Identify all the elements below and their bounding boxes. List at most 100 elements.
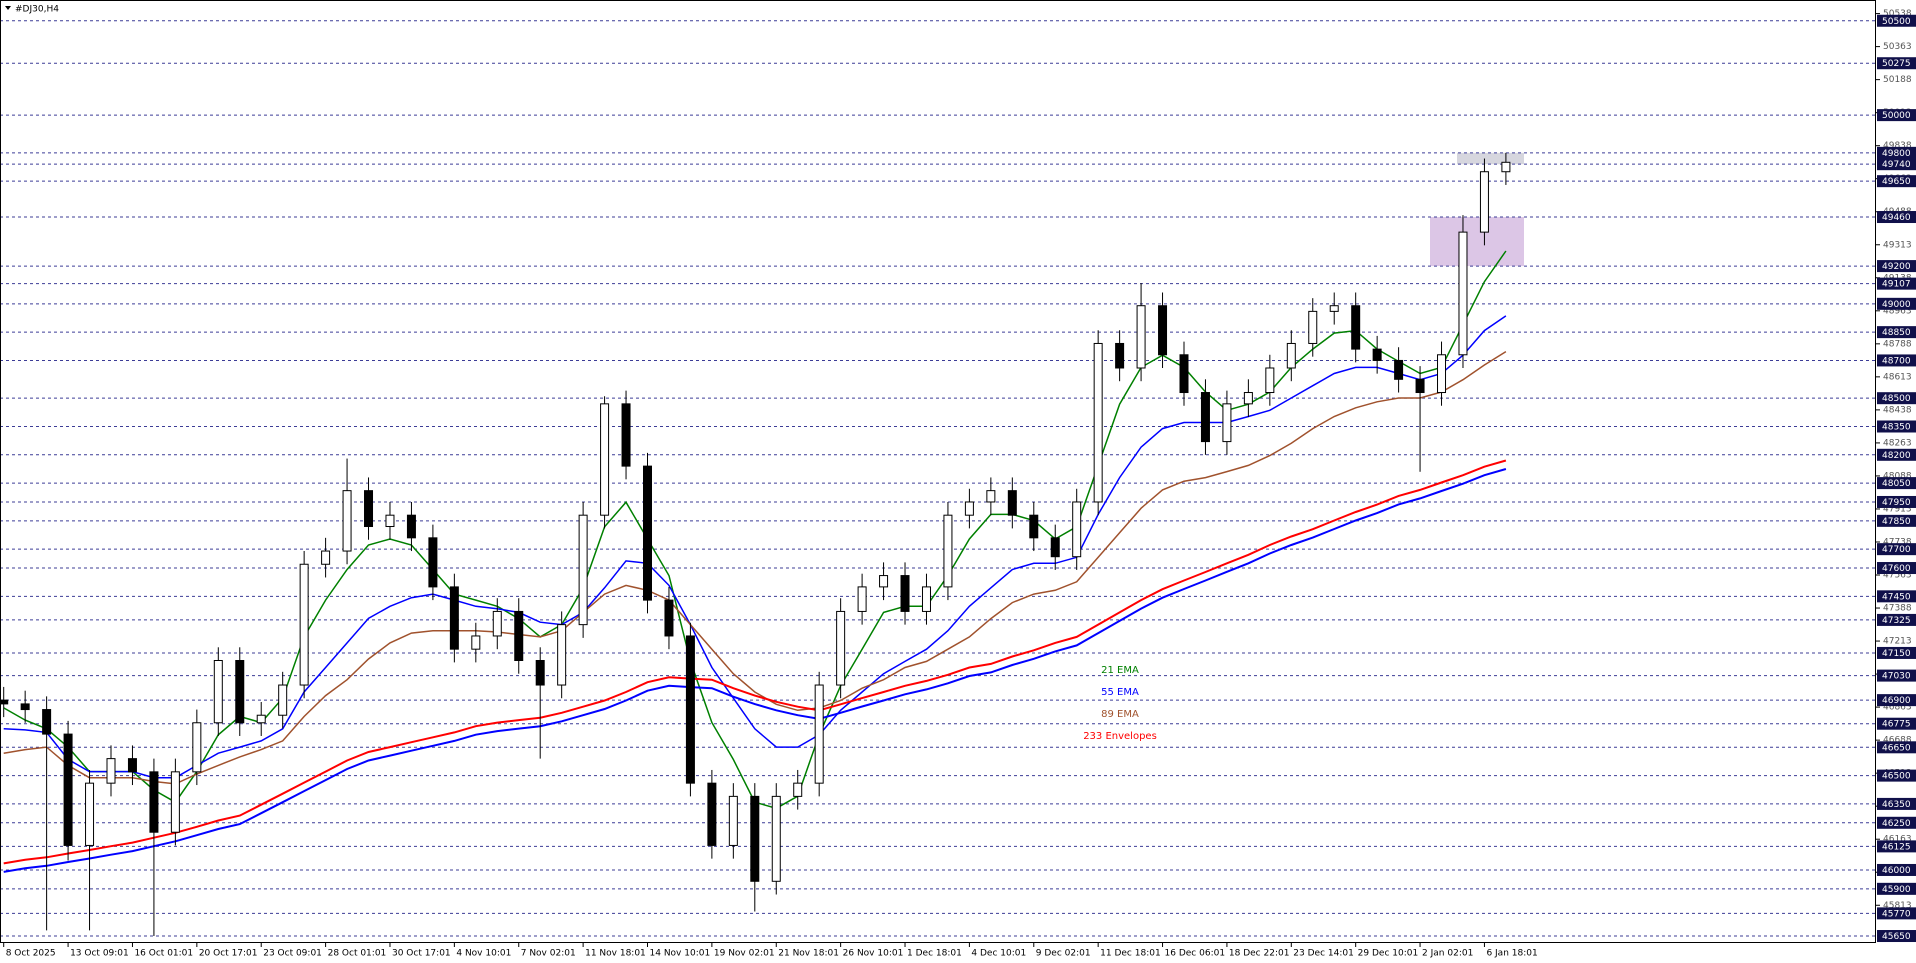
y-tick-label: 50188 — [1883, 75, 1912, 85]
level-box — [1877, 741, 1916, 754]
candle-body — [1179, 354, 1189, 394]
candle-body — [1222, 403, 1232, 443]
candle-body — [235, 659, 245, 724]
level-label: 47700 — [1882, 545, 1911, 555]
y-tick-label: 47563 — [1883, 571, 1912, 581]
x-tick-label: 4 Nov 10:01 — [456, 949, 511, 959]
level-label: 50500 — [1882, 17, 1911, 27]
zone — [1430, 217, 1524, 267]
candle-body — [921, 586, 931, 612]
level-label: 47950 — [1882, 498, 1911, 508]
x-tick-label: 1 Dec 18:01 — [907, 949, 962, 959]
candle-body — [192, 722, 202, 773]
candle-body — [1158, 305, 1168, 356]
candle-body — [1372, 348, 1382, 361]
level-label: 45900 — [1882, 885, 1911, 895]
candle-body — [127, 758, 137, 773]
level-box — [1877, 211, 1916, 224]
level-box — [1877, 277, 1916, 290]
x-tick-label: 9 Dec 02:01 — [1036, 949, 1091, 959]
level-label: 45650 — [1882, 932, 1911, 942]
x-tick-label: 21 Nov 18:01 — [778, 949, 839, 959]
candle-body — [557, 624, 567, 686]
level-box — [1877, 562, 1916, 575]
candle-body — [385, 514, 395, 528]
level-box — [1877, 863, 1916, 876]
candle-body — [1115, 342, 1125, 369]
candle-body — [20, 703, 30, 711]
y-tick-label: 48263 — [1883, 438, 1912, 448]
level-label: 45770 — [1882, 909, 1911, 919]
level-label: 46125 — [1882, 842, 1911, 852]
level-box — [1877, 175, 1916, 188]
level-label: 46350 — [1882, 800, 1911, 810]
candle-body — [814, 684, 824, 784]
level-label: 49000 — [1882, 300, 1911, 310]
level-box — [1877, 797, 1916, 810]
candle-body — [964, 501, 974, 516]
candle-body — [149, 771, 159, 833]
level-label: 47450 — [1882, 592, 1911, 602]
y-tick-label: 50538 — [1883, 9, 1912, 19]
level-box — [1877, 907, 1916, 920]
candle-body — [750, 795, 760, 882]
candle-body — [85, 782, 95, 846]
candle-body — [836, 610, 846, 686]
candle-body — [600, 403, 610, 516]
level-box — [1877, 146, 1916, 159]
candle-body — [170, 771, 180, 833]
level-label: 46775 — [1882, 720, 1911, 730]
x-tick-label: 20 Oct 17:01 — [199, 949, 258, 959]
y-tick-label: 47913 — [1883, 504, 1912, 514]
candle-body — [578, 514, 588, 626]
candle-body — [364, 490, 374, 528]
candle-body — [771, 795, 781, 882]
candle-body — [1329, 305, 1339, 312]
x-tick-label: 29 Dec 10:01 — [1358, 949, 1419, 959]
level-label: 48350 — [1882, 422, 1911, 432]
x-tick-label: 18 Dec 22:01 — [1229, 949, 1290, 959]
candle-body — [428, 537, 438, 588]
candle-body — [685, 635, 695, 784]
level-box — [1877, 57, 1916, 70]
y-tick-label: 46163 — [1883, 835, 1912, 845]
candle-body — [1415, 378, 1425, 394]
legend-entry: 89 EMA — [1101, 709, 1139, 720]
candle-body — [943, 514, 953, 588]
level-label: 48500 — [1882, 394, 1911, 404]
x-tick-label: 11 Dec 18:01 — [1100, 949, 1161, 959]
candle-body — [342, 490, 352, 552]
y-tick-label: 46863 — [1883, 703, 1912, 713]
candle-body — [1007, 490, 1017, 516]
level-box — [1877, 816, 1916, 829]
candle-body — [1308, 310, 1318, 344]
level-box — [1877, 646, 1916, 659]
level-box — [1877, 448, 1916, 461]
level-box — [1877, 669, 1916, 682]
y-tick-label: 49838 — [1883, 141, 1912, 151]
ema-line — [3, 315, 1507, 779]
level-label: 46250 — [1882, 819, 1911, 829]
candle-body — [986, 490, 996, 503]
level-label: 47150 — [1882, 649, 1911, 659]
level-box — [1877, 420, 1916, 433]
level-box — [1877, 543, 1916, 556]
level-label: 49460 — [1882, 213, 1911, 223]
legend-entry: 55 EMA — [1101, 687, 1139, 698]
level-label: 49650 — [1882, 177, 1911, 187]
y-tick-label: 47388 — [1883, 604, 1912, 614]
x-tick-label: 13 Oct 09:01 — [70, 949, 129, 959]
candle-body — [449, 586, 459, 650]
level-box — [1877, 717, 1916, 730]
level-label: 46500 — [1882, 772, 1911, 782]
level-box — [1877, 613, 1916, 626]
candle-body — [728, 795, 738, 846]
candle-body — [1501, 161, 1511, 173]
level-box — [1877, 354, 1916, 367]
x-tick-label: 16 Dec 06:01 — [1165, 949, 1226, 959]
candle-body — [1265, 367, 1275, 394]
level-label: 48700 — [1882, 356, 1911, 366]
candle-body — [1458, 231, 1468, 356]
